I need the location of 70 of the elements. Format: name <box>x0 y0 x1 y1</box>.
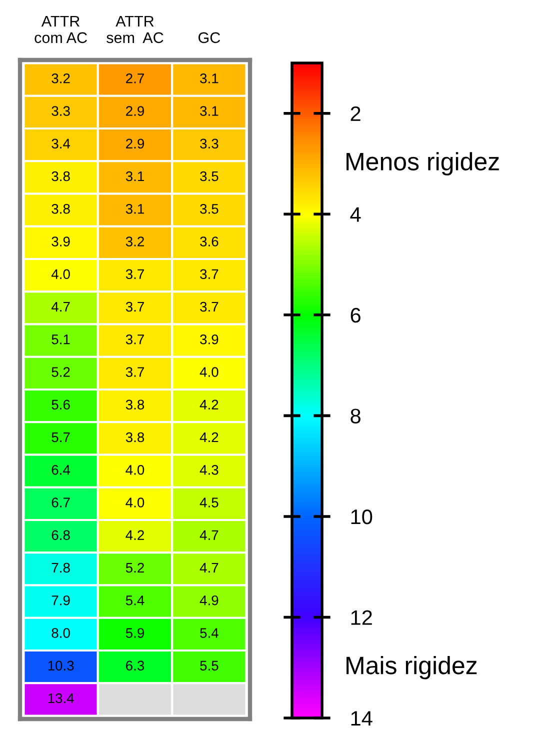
data-label: 5.5 <box>200 660 218 671</box>
data-label: 5.9 <box>126 628 144 638</box>
data-label: 4.9 <box>200 595 218 606</box>
color-bar-label: 12 <box>351 610 372 625</box>
data-label: 8.0 <box>52 628 70 638</box>
data-label: 3.9 <box>52 236 70 246</box>
text: Menos rigidez <box>346 152 499 176</box>
text: Mais rigidez <box>346 656 477 680</box>
x-tick-label: GC <box>198 32 220 44</box>
data-label: 3.3 <box>200 138 218 149</box>
data-label: 3.9 <box>200 334 218 344</box>
data-label: 7.8 <box>52 562 70 573</box>
data-label: 3.8 <box>52 171 70 182</box>
data-label: 4.0 <box>126 498 144 508</box>
data-label: 3.8 <box>126 400 144 410</box>
data-label: 3.1 <box>200 106 218 116</box>
data-label: 2.9 <box>126 106 144 116</box>
color-bar-label: 8 <box>350 408 360 424</box>
data-label: 5.2 <box>126 562 144 573</box>
data-label: 5.6 <box>52 400 70 410</box>
color-bar-label: 6 <box>350 308 360 323</box>
data-label: 3.1 <box>126 204 144 214</box>
data-label: 4.0 <box>200 367 218 377</box>
data-label: 10.3 <box>48 660 74 671</box>
data-label: 6.3 <box>126 660 144 671</box>
data-label: 6.4 <box>52 464 70 475</box>
data-label: 2.9 <box>126 138 144 149</box>
data-label: 6.7 <box>52 498 70 508</box>
data-label: 3.5 <box>200 204 218 214</box>
data-label: 3.7 <box>126 269 144 280</box>
color-bar-label: 4 <box>350 207 361 222</box>
data-label: 3.7 <box>200 302 218 312</box>
x-tick-label: ATTR sem AC <box>106 16 164 44</box>
data-label: 3.2 <box>126 236 144 246</box>
data-label: 3.5 <box>200 171 218 182</box>
data-label: 6.8 <box>52 530 70 540</box>
color-bar-label: 10 <box>351 509 372 524</box>
data-label: 4.2 <box>200 400 218 410</box>
data-label: 4.2 <box>200 432 218 442</box>
data-label: 3.7 <box>200 269 218 280</box>
data-label: 5.4 <box>126 596 144 606</box>
data-label: 3.4 <box>52 138 70 149</box>
data-label: 3.3 <box>52 106 70 116</box>
data-label: 5.4 <box>200 628 218 638</box>
data-label: 3.7 <box>126 334 144 344</box>
data-label: 4.7 <box>51 302 70 312</box>
data-label: 4.7 <box>200 530 218 540</box>
color-bar-label: 2 <box>350 106 360 121</box>
data-label: 4.7 <box>200 562 218 573</box>
data-label: 3.7 <box>126 367 144 377</box>
data-label: 3.7 <box>126 302 144 312</box>
data-label: 4.0 <box>126 464 144 475</box>
data-label: 3.6 <box>200 236 218 246</box>
data-label: 4.3 <box>200 464 218 475</box>
x-tick-label: ATTR com AC <box>34 16 87 44</box>
data-label: 4.2 <box>126 530 144 540</box>
data-label: 4.5 <box>200 498 218 508</box>
data-label: 5.1 <box>52 334 70 344</box>
data-label: 3.8 <box>52 204 70 214</box>
data-label: 3.2 <box>52 73 70 84</box>
data-label: 5.7 <box>52 432 70 442</box>
data-label: 7.9 <box>52 595 70 606</box>
data-label: 3.1 <box>200 73 218 84</box>
data-label: 4.0 <box>51 269 70 280</box>
data-label: 3.8 <box>126 432 144 442</box>
color-bar-label: 14 <box>351 711 372 726</box>
data-label: 2.7 <box>126 73 144 84</box>
data-label: 13.4 <box>48 693 74 704</box>
data-label: 3.1 <box>126 171 144 182</box>
data-label: 5.2 <box>52 367 70 377</box>
